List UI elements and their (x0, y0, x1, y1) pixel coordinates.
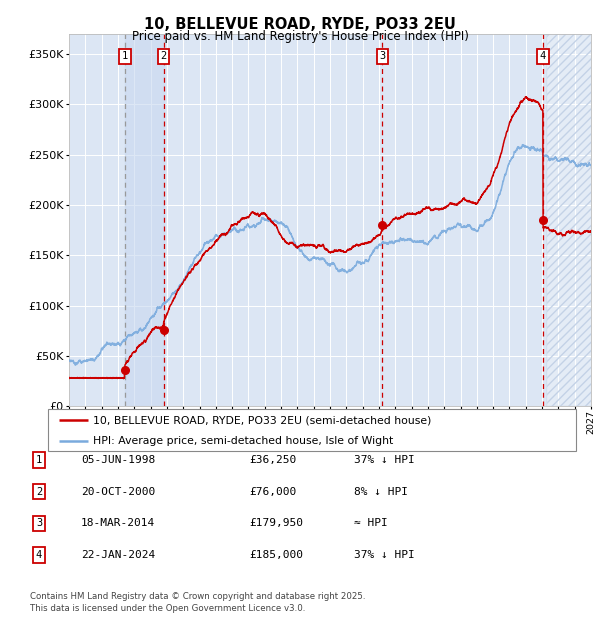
Text: HPI: Average price, semi-detached house, Isle of Wight: HPI: Average price, semi-detached house,… (93, 436, 393, 446)
Text: Price paid vs. HM Land Registry's House Price Index (HPI): Price paid vs. HM Land Registry's House … (131, 30, 469, 43)
Bar (547, 34, 599, 406)
Text: 2: 2 (160, 51, 167, 61)
Text: 1: 1 (122, 51, 128, 61)
Text: £36,250: £36,250 (249, 455, 296, 465)
Text: £76,000: £76,000 (249, 487, 296, 497)
FancyBboxPatch shape (48, 409, 576, 451)
Bar (125, 34, 164, 406)
Text: 4: 4 (36, 550, 42, 560)
Text: 05-JUN-1998: 05-JUN-1998 (81, 455, 155, 465)
Bar (547, 34, 599, 406)
Text: 10, BELLEVUE ROAD, RYDE, PO33 2EU: 10, BELLEVUE ROAD, RYDE, PO33 2EU (144, 17, 456, 32)
Text: £185,000: £185,000 (249, 550, 303, 560)
Text: 22-JAN-2024: 22-JAN-2024 (81, 550, 155, 560)
Bar (547, 34, 599, 406)
Text: Contains HM Land Registry data © Crown copyright and database right 2025.
This d: Contains HM Land Registry data © Crown c… (30, 591, 365, 613)
Text: ≈ HPI: ≈ HPI (354, 518, 388, 528)
Text: 37% ↓ HPI: 37% ↓ HPI (354, 550, 415, 560)
Text: 4: 4 (540, 51, 546, 61)
Text: 10, BELLEVUE ROAD, RYDE, PO33 2EU (semi-detached house): 10, BELLEVUE ROAD, RYDE, PO33 2EU (semi-… (93, 415, 431, 425)
Text: 18-MAR-2014: 18-MAR-2014 (81, 518, 155, 528)
Text: £179,950: £179,950 (249, 518, 303, 528)
Text: 8% ↓ HPI: 8% ↓ HPI (354, 487, 408, 497)
Text: 37% ↓ HPI: 37% ↓ HPI (354, 455, 415, 465)
Text: 3: 3 (379, 51, 385, 61)
Text: 1: 1 (36, 455, 42, 465)
Text: 20-OCT-2000: 20-OCT-2000 (81, 487, 155, 497)
Text: 2: 2 (36, 487, 42, 497)
Text: 3: 3 (36, 518, 42, 528)
